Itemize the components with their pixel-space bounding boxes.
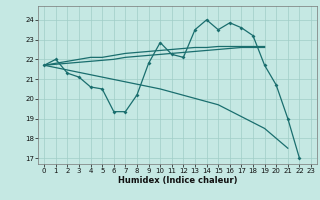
X-axis label: Humidex (Indice chaleur): Humidex (Indice chaleur) [118, 176, 237, 185]
